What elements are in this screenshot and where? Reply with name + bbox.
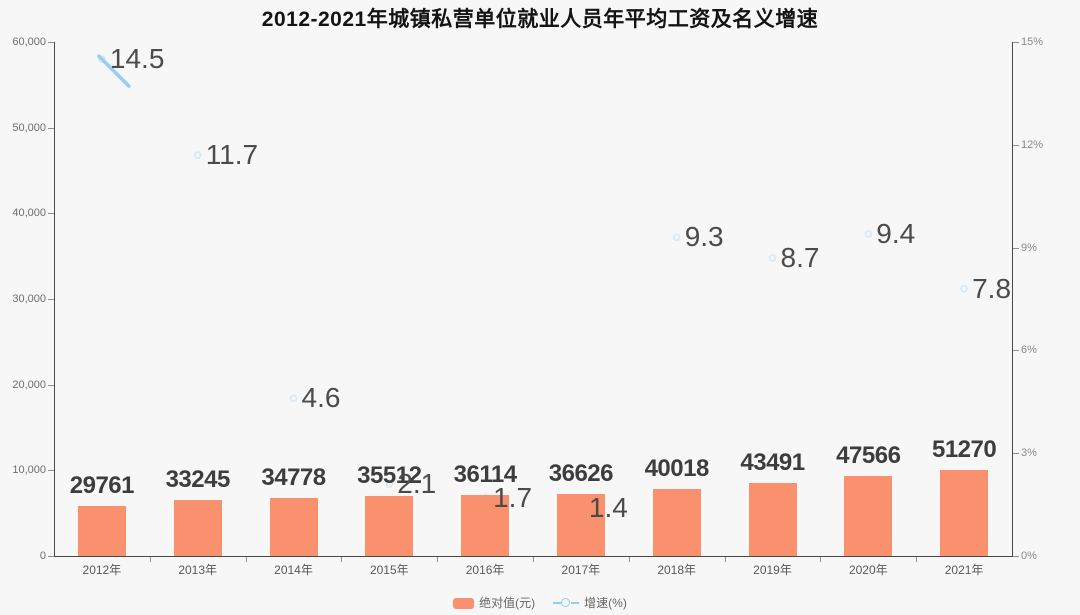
left-axis-tick-label: 40,000 [12,207,46,220]
bar-value-label: 51270 [931,435,997,463]
x-axis-category-label: 2013年 [178,563,218,577]
x-axis-category-label: 2014年 [274,563,313,577]
right-axis-tick-label: 0% [1021,550,1037,562]
x-axis-tick [341,557,343,562]
x-axis-line [54,556,1013,557]
growth-point-marker-icon [960,284,968,293]
left-axis-tick-label: 30,000 [12,293,46,305]
right-axis-tick-label: 9% [1021,241,1037,254]
x-axis-tick [916,557,918,562]
left-axis-tick [48,213,54,215]
right-axis-tick [1013,350,1019,352]
right-axis-tick-label: 12% [1021,138,1044,151]
growth-point-marker-icon [864,230,873,238]
bar[interactable] [844,476,893,556]
x-axis-category-label: 2017年 [561,563,601,577]
bar-value-label: 34778 [261,463,326,491]
right-axis-tick-label: 15% [1021,36,1044,48]
left-axis-tick-label: 60,000 [12,36,46,48]
bar[interactable] [652,488,701,556]
bar[interactable] [269,497,318,556]
left-axis-tick-label: 50,000 [12,121,46,134]
bar-value-label: 43491 [740,448,805,476]
legend: 绝对值(元) 增速(%) [0,592,1080,614]
bar-value-label: 40018 [644,454,710,482]
x-axis-tick [628,557,630,562]
growth-line-segment [97,54,131,88]
x-axis-tick [533,557,534,562]
bar[interactable] [748,482,797,556]
growth-point-marker-icon [289,394,298,403]
left-axis-line [54,42,55,556]
right-axis-tick [1013,453,1019,455]
legend-item-absolute-value[interactable]: 绝对值(元) [453,596,535,610]
legend-item-growth-rate[interactable]: 增速(%) [553,596,627,610]
chart-title: 2012-2021年城镇私营单位就业人员年平均工资及名义增速 [261,8,819,31]
growth-value-label: 14.5 [109,43,165,75]
x-axis-category-label: 2021年 [944,563,984,577]
left-axis-tick [48,470,54,472]
growth-value-label: 7.8 [972,272,1012,304]
growth-point-marker-icon [385,480,394,488]
growth-point-marker-icon [193,151,202,159]
x-axis-tick [437,557,439,562]
bar-value-label: 35512 [357,462,422,490]
left-axis-tick [48,556,54,557]
x-axis-category-label: 2018年 [657,563,697,577]
growth-value-label: 1.7 [493,481,533,513]
bar-value-label: 29761 [69,471,135,499]
bar[interactable] [173,500,222,556]
left-axis-tick [48,127,54,129]
bar[interactable] [365,496,414,556]
growth-point-marker-icon [98,55,106,63]
line-series-marker-icon [553,598,580,608]
x-axis-category-label: 2016年 [465,563,505,577]
bar-series-swatch-icon [453,597,475,609]
growth-value-label: 2.1 [397,468,437,500]
growth-value-label: 8.7 [780,241,820,273]
legend-label: 绝对值(元) [479,596,536,610]
bar[interactable] [556,494,605,556]
x-axis-tick [724,557,726,562]
growth-point-marker-icon [768,254,777,262]
left-axis-tick [48,384,54,386]
bar-value-label: 36114 [453,461,517,489]
left-axis-tick-label: 0 [39,550,46,562]
right-axis-tick [1013,42,1019,43]
x-axis-tick [245,557,247,562]
x-axis-tick [820,557,822,562]
x-axis-category-label: 2020年 [848,563,888,577]
bar-value-label: 33245 [165,466,231,494]
growth-value-label: 9.3 [684,221,724,253]
bar-value-label: 36626 [548,460,614,488]
x-axis-category-label: 2015年 [369,563,409,577]
right-axis-tick-label: 3% [1021,447,1037,460]
right-axis-tick-label: 6% [1021,344,1037,357]
left-axis-tick-label: 10,000 [12,464,46,477]
right-axis-line [1012,42,1013,556]
growth-value-label: 1.4 [588,492,628,524]
growth-value-label: 11.7 [205,139,259,171]
right-axis-tick [1013,247,1019,249]
x-axis-category-label: 2012年 [82,563,122,577]
left-axis-tick [48,42,54,43]
growth-value-label: 9.4 [876,217,916,249]
right-axis-tick [1013,144,1019,146]
left-axis-tick-label: 20,000 [12,378,46,391]
bar-value-label: 47566 [836,442,901,470]
left-axis-tick [48,299,54,300]
growth-point-marker-icon [672,233,681,242]
bar[interactable] [77,505,126,556]
x-axis-category-label: 2019年 [753,563,792,577]
growth-value-label: 4.6 [301,382,341,414]
legend-label: 增速(%) [584,596,627,610]
x-axis-tick [149,557,151,562]
bar[interactable] [940,469,989,556]
right-axis-tick [1013,556,1019,557]
bar[interactable] [461,495,510,556]
